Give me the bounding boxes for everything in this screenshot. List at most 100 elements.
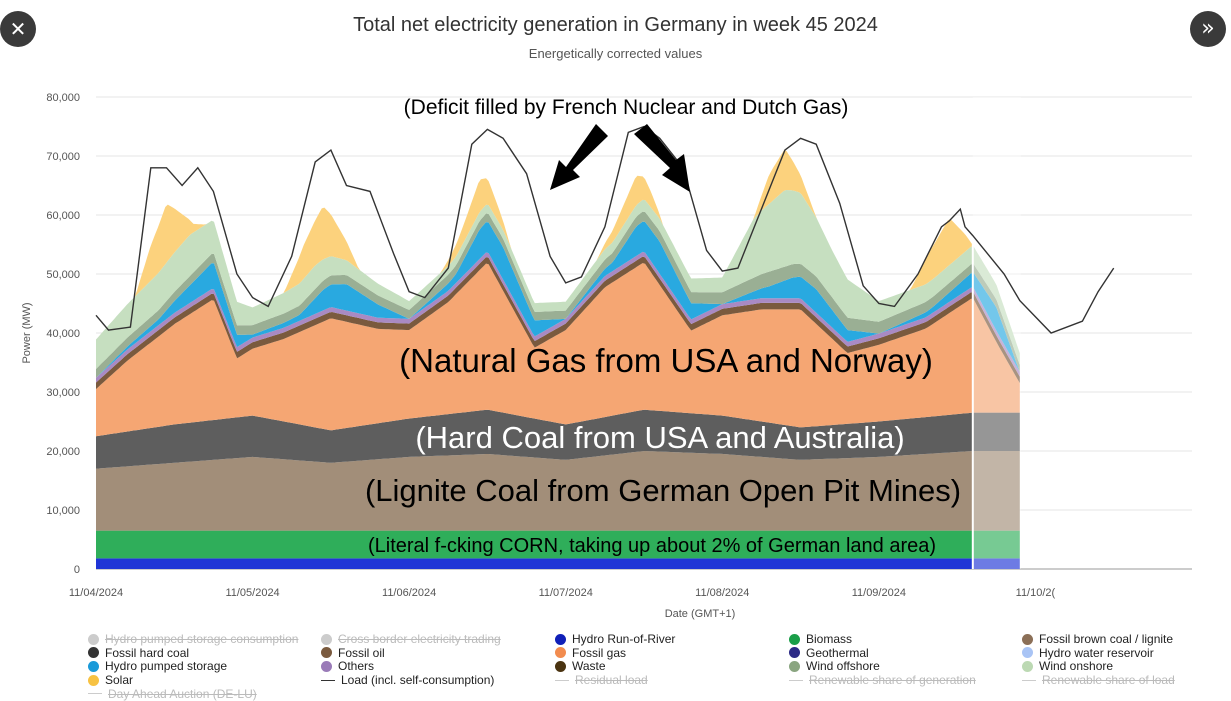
legend-dot-marker (1022, 633, 1033, 645)
legend-label: Renewable share of load (1042, 673, 1175, 688)
legend-line-marker (555, 679, 569, 681)
legend-item-hydro-run-of-river[interactable]: Hydro Run-of-River (555, 632, 675, 646)
axis-layer: 0 10,000 20,000 30,000 40,000 50,000 60,000 70,… (21, 92, 1056, 620)
y-axis-label: Power (MW) (21, 302, 33, 363)
legend-label: Fossil hard coal (105, 645, 190, 660)
forecast-overlay (972, 97, 1021, 569)
area-layer (96, 97, 1021, 569)
arrow-left-icon (550, 124, 608, 190)
legend-item-fossil-brown-coal-lignite[interactable]: Fossil brown coal / lignite (1022, 632, 1173, 646)
x-tick-label: 11/04/2024 (69, 587, 123, 599)
area-fossil-brown-coal-lignite (96, 451, 1020, 531)
y-tick-label: 60,000 (46, 210, 80, 222)
legend-line-marker (88, 693, 102, 695)
y-tick-label: 0 (74, 564, 80, 576)
close-icon: ✕ (9, 17, 27, 41)
legend-item-cross-border-electricity-trading[interactable]: Cross border electricity trading (321, 632, 501, 646)
area-wind-onshore (96, 190, 1020, 369)
legend-item-waste[interactable]: Waste (555, 659, 606, 673)
x-axis-label: Date (GMT+1) (665, 608, 736, 620)
legend-dot-marker (789, 660, 800, 672)
annotation-5: (Literal f-cking CORN, taking up about 2… (368, 535, 936, 557)
legend-label: Fossil gas (572, 645, 627, 660)
arrow-right-icon (634, 124, 690, 192)
legend-item-load-incl-self-consumption-[interactable]: Load (incl. self-consumption) (321, 673, 494, 687)
legend-dot-marker (88, 633, 99, 645)
y-tick-label: 30,000 (46, 387, 80, 399)
close-button[interactable]: ✕ (0, 11, 36, 47)
annotation-layer: (Deficit filled by French Nuclear and Du… (365, 96, 961, 557)
legend-item-wind-onshore[interactable]: Wind onshore (1022, 659, 1113, 673)
load-layer (95, 125, 1115, 334)
y-tick-label: 20,000 (46, 446, 80, 458)
legend-dot-marker (88, 660, 99, 672)
legend-item-fossil-oil[interactable]: Fossil oil (321, 646, 385, 660)
legend-item-geothermal[interactable]: Geothermal (789, 646, 869, 660)
legend-item-renewable-share-of-load[interactable]: Renewable share of load (1022, 673, 1175, 687)
load-line (95, 125, 1115, 334)
legend-label: Biomass (806, 632, 853, 646)
legend-label: Wind onshore (1039, 659, 1114, 674)
annotation-3: (Hard Coal from USA and Australia) (415, 420, 904, 455)
legend-dot-marker (555, 633, 566, 645)
annotation-2: (Natural Gas from USA and Norway) (399, 342, 933, 379)
legend-label: Hydro Run-of-River (572, 632, 676, 646)
legend-item-hydro-water-reservoir[interactable]: Hydro water reservoir (1022, 646, 1154, 660)
legend-label: Fossil oil (338, 645, 385, 660)
legend-label: Renewable share of generation (809, 673, 976, 688)
x-tick-label: 11/10/2( (1016, 587, 1056, 599)
legend-label: Load (incl. self-consumption) (341, 673, 495, 688)
legend-line-marker (789, 679, 803, 681)
legend-label: Solar (105, 673, 134, 688)
legend-label: Hydro pumped storage (105, 659, 228, 674)
legend-item-others[interactable]: Others (321, 659, 374, 673)
legend-item-wind-offshore[interactable]: Wind offshore (789, 659, 880, 673)
area-biomass (96, 530, 1020, 559)
legend-label: Day Ahead Auction (DE-LU) (108, 686, 257, 701)
legend-dot-marker (789, 647, 800, 659)
legend-label: Fossil brown coal / lignite (1039, 632, 1174, 646)
legend-item-day-ahead-auction-de-lu-[interactable]: Day Ahead Auction (DE-LU) (88, 687, 257, 701)
legend-dot-marker (321, 633, 332, 645)
chart-svg: 0 10,000 20,000 30,000 40,000 50,000 60,000 70,… (21, 92, 1192, 620)
x-tick-label: 11/07/2024 (539, 587, 593, 599)
legend-line-marker (321, 679, 335, 681)
legend-item-hydro-pumped-storage[interactable]: Hydro pumped storage (88, 659, 227, 673)
legend-item-biomass[interactable]: Biomass (789, 632, 852, 646)
x-tick-label: 11/06/2024 (382, 587, 436, 599)
legend-item-solar[interactable]: Solar (88, 673, 133, 687)
legend-dot-marker (789, 633, 800, 645)
legend-item-hydro-pumped-storage-consumption[interactable]: Hydro pumped storage consumption (88, 632, 298, 646)
area-fossil-gas (96, 263, 1020, 437)
next-button[interactable]: » (1190, 11, 1226, 47)
legend-label: Others (338, 659, 375, 674)
chart-title: Total net electricity generation in Germ… (353, 14, 878, 36)
legend-item-fossil-hard-coal[interactable]: Fossil hard coal (88, 646, 189, 660)
legend-dot-marker (321, 660, 332, 672)
legend-dot-marker (321, 647, 332, 659)
annotation-4: (Lignite Coal from German Open Pit Mines… (365, 473, 961, 508)
x-tick-label: 11/05/2024 (225, 587, 279, 599)
x-tick-label: 11/08/2024 (695, 587, 749, 599)
legend-dot-marker (88, 647, 99, 659)
y-tick-label: 70,000 (46, 151, 80, 163)
chart-subtitle: Energetically corrected values (528, 46, 703, 61)
legend-line-marker (1022, 679, 1036, 681)
area-hydro-run-of-river (96, 558, 1020, 569)
legend-dot-marker (1022, 660, 1033, 672)
y-tick-label: 10,000 (46, 505, 80, 517)
legend-item-renewable-share-of-generation[interactable]: Renewable share of generation (789, 673, 976, 687)
legend-label: Geothermal (806, 645, 869, 660)
y-tick-label: 40,000 (46, 328, 80, 340)
y-tick-label: 80,000 (46, 92, 80, 104)
y-tick-label: 50,000 (46, 269, 80, 281)
legend-label: Cross border electricity trading (338, 632, 501, 646)
legend-item-fossil-gas[interactable]: Fossil gas (555, 646, 626, 660)
legend-item-residual-load[interactable]: Residual load (555, 673, 648, 687)
legend-dot-marker (1022, 647, 1033, 659)
legend-label: Wind offshore (806, 659, 880, 674)
legend-dot-marker (88, 674, 99, 686)
legend-label: Waste (572, 659, 606, 674)
legend-dot-marker (555, 660, 566, 672)
x-tick-label: 11/09/2024 (852, 587, 906, 599)
